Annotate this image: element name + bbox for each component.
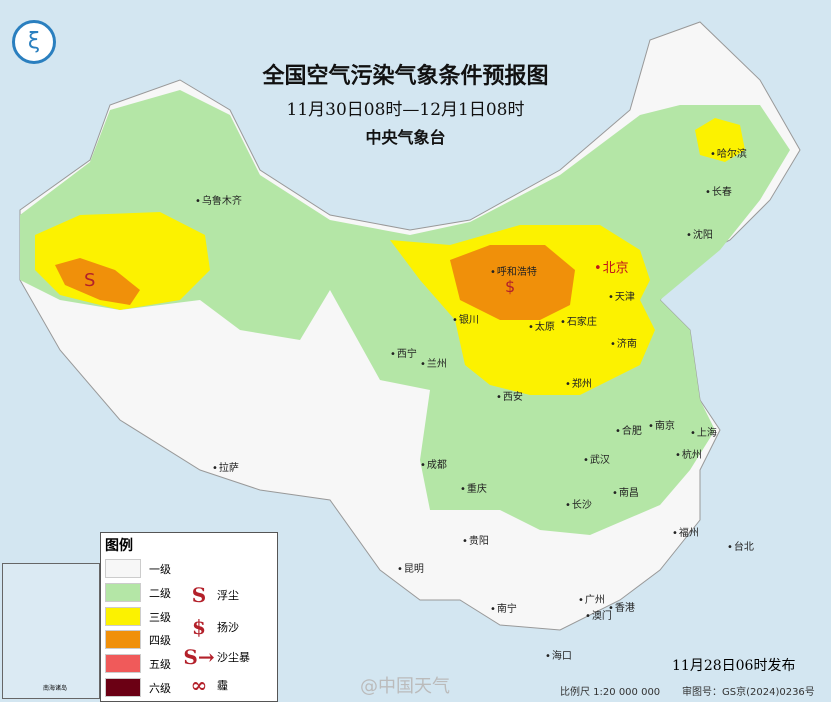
inset-label: 南海诸岛: [43, 685, 68, 692]
city-label: 乌鲁木齐: [195, 192, 242, 207]
land-level4-xinjiang: [55, 258, 140, 305]
city-label: 天津: [608, 288, 635, 303]
review-number: 审图号：GS京(2024)0236号: [682, 687, 815, 698]
city-label: 长春: [705, 183, 732, 198]
city-label-capital: 北京: [594, 257, 629, 276]
release-time: 11月28日06时发布: [672, 658, 796, 674]
city-label: 长沙: [565, 496, 592, 511]
legend-symbol-blowing-sand: $ 扬沙: [192, 615, 239, 639]
cma-logo: ξ: [12, 20, 56, 64]
legend-level-5: 五级: [105, 654, 171, 673]
city-label: 拉萨: [212, 459, 239, 474]
city-label: 杭州: [675, 446, 702, 461]
legend-level-1: 一级: [105, 559, 171, 578]
legend: 图例 一级 二级 三级 四级 五级 六级 S 浮尘 $ 扬沙 S→ 沙尘暴 ∞ 霾: [100, 532, 278, 702]
city-label: 贵阳: [462, 532, 489, 547]
city-label: 台北: [727, 538, 754, 553]
city-label: 石家庄: [560, 313, 597, 328]
city-label: 上海: [690, 424, 717, 439]
map-scale: 比例尺 1:20 000 000: [560, 687, 661, 698]
city-label: 昆明: [397, 560, 424, 575]
legend-level-3: 三级: [105, 607, 171, 626]
city-label: 海口: [545, 647, 572, 662]
city-label: 重庆: [460, 480, 487, 495]
city-label: 呼和浩特: [490, 263, 537, 278]
watermark: @中国天气: [360, 676, 450, 697]
legend-title: 图例: [105, 538, 133, 554]
city-label: 福州: [672, 524, 699, 539]
city-label: 兰州: [420, 355, 447, 370]
forecast-period: 11月30日08时—12月1日08时: [286, 100, 525, 120]
float-dust-symbol: S: [84, 270, 96, 291]
city-label: 沈阳: [686, 226, 713, 241]
blowing-sand-symbol: $: [505, 277, 516, 296]
city-label: 武汉: [583, 451, 610, 466]
city-label: 广州: [578, 591, 605, 606]
city-label: 哈尔滨: [710, 145, 747, 160]
city-label: 西安: [496, 388, 523, 403]
city-label: 南京: [648, 417, 675, 432]
legend-level-4: 四级: [105, 630, 171, 649]
legend-level-6: 六级: [105, 678, 171, 697]
city-label: 成都: [420, 456, 447, 471]
city-label: 南昌: [612, 484, 639, 499]
city-label: 济南: [610, 335, 637, 350]
city-label: 南宁: [490, 600, 517, 615]
legend-symbol-float-dust: S 浮尘: [191, 583, 239, 607]
land-level4-north: [450, 245, 575, 320]
legend-symbol-haze: ∞ 霾: [190, 673, 228, 697]
legend-symbol-sandstorm: S→ 沙尘暴: [183, 645, 250, 669]
city-label: 西宁: [390, 345, 417, 360]
city-label: 合肥: [615, 422, 642, 437]
south-china-sea-inset: 南海诸岛: [2, 563, 100, 699]
city-label: 郑州: [565, 375, 592, 390]
city-label: 太原: [528, 318, 555, 333]
map-title: 全国空气污染气象条件预报图: [262, 63, 549, 89]
city-label: 香港: [608, 599, 635, 614]
issuer: 中央气象台: [365, 128, 446, 147]
city-label: 澳门: [585, 607, 612, 622]
legend-level-2: 二级: [105, 583, 171, 602]
city-label: 银川: [452, 311, 479, 326]
